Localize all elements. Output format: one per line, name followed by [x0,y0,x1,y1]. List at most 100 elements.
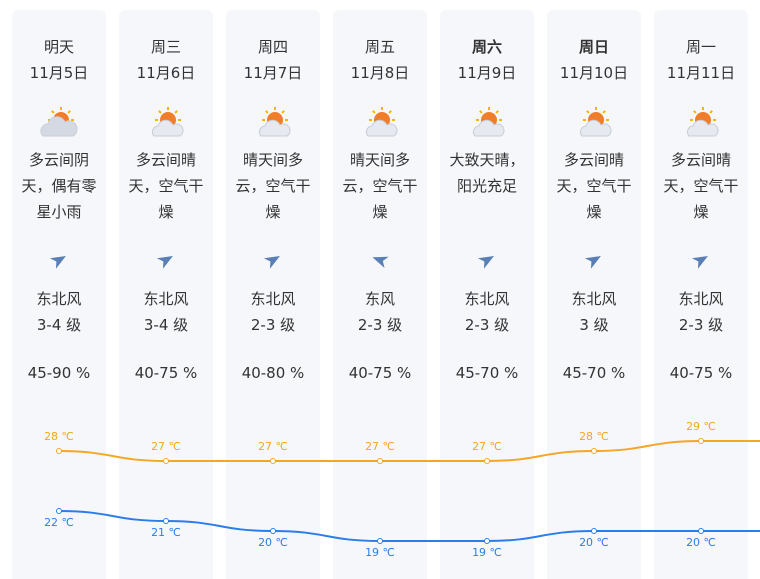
humidity: 45-70 % [562,364,626,382]
temp-point [591,448,597,454]
wind-arrow [263,256,280,269]
day-card: 明天 11月5日多云间阴天，偶有零星小雨东北风 3-4 级 45-90 % [12,10,106,579]
day-card: 周六 11月9日大致天晴，阳光充足东北风 2-3 级 45-70 % [440,10,534,579]
day-card: 周一 11月11日 多云间晴天，空气干燥 东北风 2-3 级 40-75 % [654,10,748,579]
temp-label: 27 ℃ [472,440,502,453]
weather-icon [686,107,719,137]
sun-ray [495,110,499,114]
day-name: 周三 [150,38,181,56]
sun-ray [693,110,697,114]
sun-ray [265,110,269,114]
temp-label: 19 ℃ [365,546,395,559]
sun-ray [51,110,55,114]
arrow [156,256,173,269]
arrow [691,256,708,269]
temp-label: 21 ℃ [151,526,181,539]
cloud [258,119,291,137]
arrow [477,256,494,269]
temp-label: 29 ℃ [686,420,716,433]
weather-desc: 多云间阴天，偶有零星小雨 [21,151,97,221]
day-date: 11月8日 [350,64,410,82]
weather-icon [579,107,612,137]
temp-point [163,518,169,524]
temp-point [56,448,62,454]
sun-ray [586,110,590,114]
weather-icon [365,107,398,137]
humidity: 45-70 % [455,364,519,382]
temp-point [591,528,597,534]
wind-arrow [156,256,173,269]
cloud [579,119,612,137]
weather-icon [151,107,184,137]
wind-direction: 东风 [364,290,395,308]
wind-level: 3 级 [579,316,609,334]
day-card: 周四 11月7日 晴天间多云，空气干燥 东北风 2-3 级 40-80 % [226,10,320,579]
day-date: 11月7日 [243,64,303,82]
sun-ray [174,110,178,114]
temp-label: 19 ℃ [472,546,502,559]
day-name: 周五 [364,38,395,56]
sun-ray [67,110,71,114]
arrow [49,256,66,269]
temp-label: 27 ℃ [151,440,181,453]
weather-desc: 大致天晴，阳光充足 [449,151,525,195]
day-date: 11月5日 [29,64,89,82]
day-date: 11月6日 [136,64,196,82]
temp-point [698,528,704,534]
wind-direction: 东北风 [571,290,617,308]
day-date: 11月9日 [457,64,517,82]
weather-desc: 晴天间多云，空气干燥 [342,151,418,221]
wind-arrow [691,256,708,269]
sun-ray [602,110,606,114]
humidity: 40-75 % [669,364,733,382]
day-date: 11月10日 [559,64,629,82]
temp-label: 28 ℃ [579,430,609,443]
sun-ray [479,110,483,114]
cloud [40,116,78,137]
temp-point [56,508,62,514]
day-card: 周五 11月8日 晴天间多云，空气干燥 东风 2-3 级 40-75 % [333,10,427,579]
day-card: 周三 11月6日 多云间晴天，空气干燥 东北风 3-4 级 40-75 % [119,10,213,579]
wind-direction: 东北风 [464,290,510,308]
wind-level: 2-3 级 [250,316,296,334]
weather-icon [472,107,505,137]
arrow [263,256,280,269]
weather-desc: 多云间晴天，空气干燥 [128,151,204,221]
temp-label: 27 ℃ [258,440,288,453]
arrow [584,256,601,269]
weather-icon [258,107,291,137]
weather-desc: 晴天间多云，空气干燥 [235,151,311,221]
day-name: 周日 [578,38,609,56]
arrow [372,256,389,269]
sun-ray [281,110,285,114]
temp-label: 27 ℃ [365,440,395,453]
temp-point [377,458,383,464]
wind-direction: 东北风 [36,290,82,308]
day-name: 明天 [43,38,74,56]
temp-label: 20 ℃ [579,536,609,549]
wind-level: 3-4 级 [36,316,82,334]
humidity: 45-90 % [27,364,91,382]
wind-arrow [49,256,66,269]
wind-level: 2-3 级 [678,316,724,334]
temp-point [377,538,383,544]
wind-arrow [584,256,601,269]
temp-point [484,458,490,464]
wind-direction: 东北风 [250,290,296,308]
cloud [472,119,505,137]
humidity: 40-80 % [241,364,305,382]
day-card: 周日 11月10日多云间晴天，空气干燥东北风 3 级 45-70 % [547,10,641,579]
temp-label: 20 ℃ [686,536,716,549]
day-name: 周六 [471,38,502,56]
temp-point [484,538,490,544]
humidity: 40-75 % [348,364,412,382]
temp-point [698,438,704,444]
weather-desc: 多云间晴天，空气干燥 [556,151,632,221]
wind-level: 2-3 级 [464,316,510,334]
cloud [151,119,184,137]
wind-arrow [477,256,494,269]
temp-label: 20 ℃ [258,536,288,549]
day-date: 11月11日 [666,64,736,82]
